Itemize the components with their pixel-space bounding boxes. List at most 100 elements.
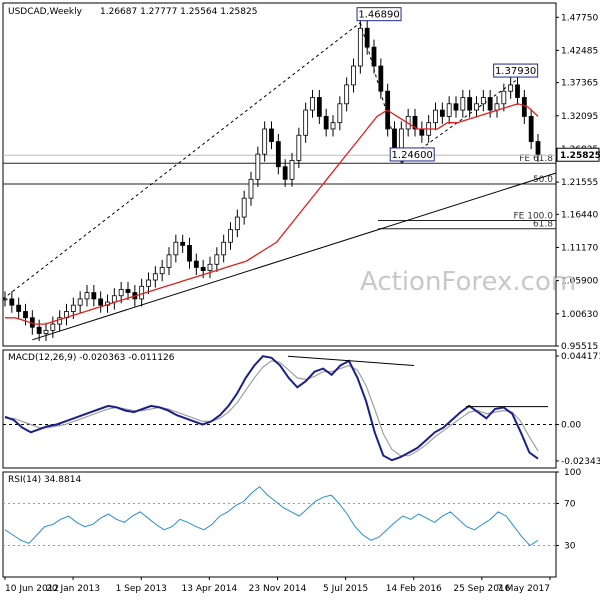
candle-body	[371, 46, 377, 67]
main-y-tick-label: 1.42485	[561, 46, 598, 56]
trendline-support	[32, 172, 557, 341]
candle-body	[446, 103, 452, 117]
x-tick-label: 20 Jan 2013	[46, 584, 100, 594]
main-y-tick-label: 1.05900	[561, 277, 598, 287]
candle-body	[214, 254, 220, 265]
candle-body	[50, 323, 56, 331]
x-tick-label: 10 Jun 2012	[5, 584, 59, 594]
rsi-y-tick-label: 70	[564, 500, 576, 510]
candle-body	[146, 279, 151, 287]
macd-line	[4, 355, 539, 462]
macd-signal-line	[5, 360, 539, 457]
price-callout-box	[389, 147, 435, 162]
candle-body	[487, 97, 493, 111]
candle-body	[439, 109, 445, 117]
candle-body	[118, 289, 124, 297]
price-callout-box	[493, 63, 539, 78]
rsi-panel-frame	[2, 471, 557, 578]
macd-panel-frame	[2, 349, 557, 469]
main-y-tick-label: 1.21555	[561, 178, 598, 188]
candle-body	[316, 97, 322, 117]
candle-body	[460, 97, 466, 111]
candle-body	[262, 128, 268, 155]
fib-level-label: FE 100.0	[514, 212, 554, 222]
rsi-y-tick-label: 100	[564, 468, 581, 478]
candle-body	[282, 166, 288, 180]
candle-body	[91, 292, 97, 300]
candle-body	[57, 317, 63, 325]
candle-body	[528, 115, 534, 142]
candle-body	[166, 254, 172, 268]
candle-body	[2, 298, 8, 301]
candle-body	[98, 298, 104, 306]
candle-body	[193, 260, 199, 268]
x-tick-label: 7 May 2017	[497, 584, 550, 594]
main-y-tick-label: 1.37365	[561, 79, 598, 89]
candle-body	[207, 263, 213, 271]
macd-y-tick-label: 0.044171	[561, 352, 600, 362]
candle-body	[248, 178, 254, 199]
candle-body	[173, 241, 179, 256]
main-ohlc-values: 1.26687 1.27777 1.25564 1.25825	[100, 7, 257, 17]
candle-body	[494, 103, 500, 111]
candle-body	[23, 311, 28, 319]
candle-body	[419, 128, 425, 136]
candle-body	[228, 229, 233, 243]
candle-body	[303, 109, 309, 136]
macd-y-tick-label: -0.023436	[561, 457, 600, 467]
candle-body	[508, 84, 514, 92]
candle-body	[84, 292, 90, 300]
candle-body	[200, 267, 206, 271]
last-price-box	[556, 147, 600, 162]
candle-body	[152, 273, 158, 281]
fib-level-label: 61.8	[533, 220, 553, 230]
candle-body	[70, 304, 76, 312]
macd-title: MACD(12,26,9) -0.020363 -0.011126	[8, 353, 175, 363]
candle-body	[36, 326, 42, 334]
candle-body	[125, 289, 131, 293]
candle-body	[378, 65, 384, 92]
candle-body	[364, 27, 370, 48]
x-tick-label: 25 Sep 2016	[453, 584, 510, 594]
candle-body	[275, 141, 281, 168]
main-y-tick-label: 1.11170	[561, 243, 598, 253]
candle-body	[111, 295, 117, 303]
watermark-text: ActionForex.com	[360, 267, 576, 297]
main-chart-title: USDCAD,Weekly	[8, 7, 83, 17]
x-tick-label: 13 Apr 2014	[182, 584, 238, 594]
macd-y-tick-label: 0.00	[561, 421, 581, 431]
candle-body	[501, 90, 507, 105]
candle-body	[453, 103, 459, 111]
candle-body	[180, 241, 186, 246]
price-callout-label: 1.46890	[358, 10, 399, 21]
candle-body	[515, 84, 520, 98]
main-y-tick-label: 1.16440	[561, 210, 598, 220]
price-callout-label: 1.37930	[495, 66, 536, 77]
main-y-tick-label: 0.95515	[561, 342, 598, 352]
candle-body	[323, 115, 329, 130]
candle-body	[234, 216, 240, 231]
x-tick-label: 14 Feb 2016	[386, 584, 442, 594]
main-y-tick-label: 1.00630	[561, 310, 598, 320]
candle-body	[310, 97, 315, 111]
candle-body	[221, 241, 227, 256]
candle-body	[159, 267, 165, 275]
candle-body	[139, 285, 145, 300]
candle-body	[241, 197, 247, 218]
price-callout-box	[356, 7, 402, 22]
candle-body	[467, 97, 473, 111]
candle-body	[16, 304, 22, 312]
candle-body	[535, 141, 541, 155]
main-y-tick-label: 1.32095	[561, 112, 598, 122]
candle-body	[187, 244, 192, 262]
main-y-tick-label: 1.47750	[561, 13, 598, 23]
last-price-label: 1.25825	[560, 151, 600, 161]
candle-body	[351, 65, 356, 86]
candle-body	[480, 97, 486, 105]
candle-body	[412, 115, 418, 130]
main-panel-frame	[2, 2, 557, 347]
candle-body	[398, 128, 404, 149]
rsi-y-tick-label: 30	[564, 542, 576, 552]
